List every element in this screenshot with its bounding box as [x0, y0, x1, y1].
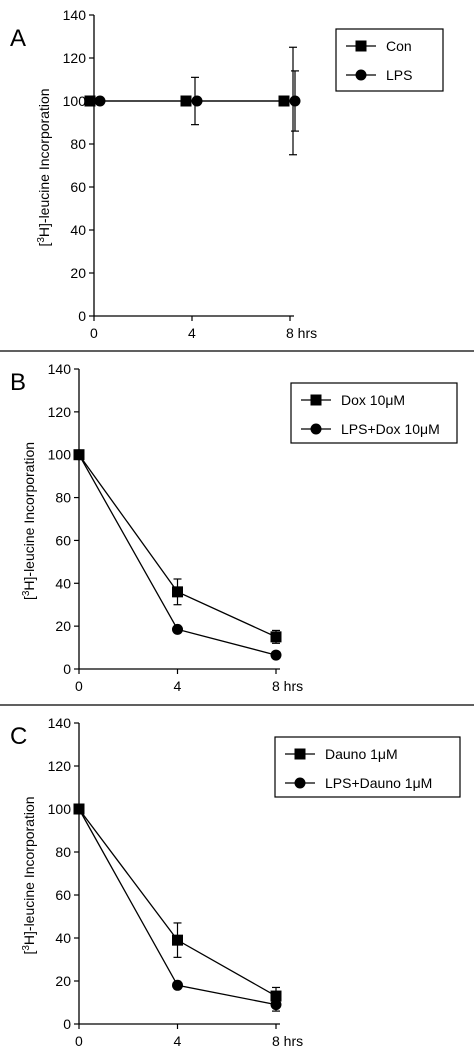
y-axis-label-text: H]-leucine Incorporation	[36, 88, 52, 237]
panel-letter: A	[10, 25, 26, 52]
y-tick-label: 60	[70, 179, 86, 195]
y-tick-label: 140	[48, 715, 72, 731]
y-axis-label-text: H]-leucine Incorporation	[21, 796, 37, 945]
y-axis-label: [3H]-leucine Incorporation	[21, 796, 37, 954]
data-point	[270, 649, 282, 661]
data-point	[73, 803, 85, 815]
data-point	[270, 999, 282, 1011]
x-tick-label: 8 hrs	[286, 325, 317, 341]
y-axis-label-superscript: 3	[21, 945, 32, 951]
y-axis-label-superscript: 3	[21, 590, 32, 596]
y-tick-label: 20	[55, 973, 71, 989]
data-point	[172, 586, 183, 598]
x-tick-label: 0	[90, 325, 98, 341]
x-tick-label: 4	[174, 678, 182, 694]
panel-letter: B	[10, 369, 26, 396]
series-circle	[94, 70, 301, 132]
series-square	[73, 449, 282, 644]
y-tick-label: 80	[55, 844, 71, 860]
y-tick-label: 80	[55, 490, 71, 506]
series-square	[73, 803, 282, 1006]
panel-letter: C	[10, 723, 27, 750]
legend: Dox 10μM LPS+Dox 10μM	[290, 382, 458, 444]
series-line	[78, 808, 277, 1006]
y-tick-label: 20	[55, 618, 71, 634]
series-circle	[73, 803, 282, 1012]
legend-marker	[355, 40, 367, 52]
series-line	[78, 808, 277, 997]
y-tick-label: 20	[70, 265, 86, 281]
y-tick-label: 120	[63, 50, 87, 66]
y-axis-label-text: H]-leucine Incorporation	[21, 442, 37, 591]
x-tick-label: 0	[75, 1033, 83, 1049]
x-tick-label: 0	[75, 678, 83, 694]
legend-label: LPS	[386, 67, 412, 83]
y-tick-label: 140	[48, 361, 72, 377]
y-tick-label: 40	[55, 930, 71, 946]
legend: Con LPS	[335, 28, 444, 92]
legend-marker	[294, 777, 306, 789]
x-tick-label: 8 hrs	[272, 678, 303, 694]
x-tick-label: 4	[174, 1033, 182, 1049]
legend-marker	[355, 69, 367, 81]
y-tick-label: 100	[48, 801, 72, 817]
data-point	[289, 95, 301, 107]
legend-marker	[310, 394, 322, 406]
y-axis-label: [3H]-leucine Incorporation	[36, 88, 52, 246]
data-point	[270, 631, 282, 643]
data-point	[73, 449, 85, 461]
data-point	[84, 95, 96, 107]
legend-label: Dauno 1μM	[325, 746, 398, 762]
x-tick-label: 4	[188, 325, 196, 341]
legend-marker	[294, 748, 306, 760]
data-point	[94, 95, 106, 107]
y-tick-label: 0	[63, 661, 71, 677]
legend-label: Con	[386, 38, 412, 54]
legend-label: Dox 10μM	[341, 392, 405, 408]
y-tick-label: 100	[48, 447, 72, 463]
y-axis-label-superscript: 3	[36, 237, 47, 243]
y-axis-label-prefix: [	[36, 243, 52, 247]
legend-box	[335, 28, 444, 92]
chart-panel-b: B 0 20 40 60 80 100 120 140 0 4 8 hrs [3H]-leucine I…	[10, 361, 458, 694]
y-tick-label: 60	[55, 887, 71, 903]
chart-panel-c: C 0 20 40 60 80 100 120 140 0 4 8 hrs [3H]-leucine I…	[10, 715, 461, 1049]
y-tick-label: 120	[48, 404, 72, 420]
data-point	[270, 990, 282, 1002]
legend: Dauno 1μM LPS+Dauno 1μM	[274, 736, 461, 798]
y-tick-label: 0	[78, 308, 86, 324]
data-point	[172, 623, 183, 635]
legend-label: LPS+Dauno 1μM	[325, 775, 432, 791]
data-point	[191, 95, 203, 107]
y-tick-label: 0	[63, 1016, 71, 1032]
y-axis-label-prefix: [	[21, 596, 37, 600]
y-tick-label: 140	[63, 7, 87, 23]
y-axis-label: [3H]-leucine Incorporation	[21, 442, 37, 600]
y-tick-label: 40	[70, 222, 86, 238]
y-tick-label: 60	[55, 532, 71, 548]
data-point	[172, 934, 183, 946]
data-point	[172, 979, 183, 991]
y-tick-label: 100	[63, 93, 87, 109]
legend-box	[274, 736, 461, 798]
series-circle	[73, 449, 282, 661]
legend-label: LPS+Dox 10μM	[341, 421, 440, 437]
series-line	[78, 454, 277, 638]
y-axis-label-prefix: [	[21, 951, 37, 955]
legend-marker	[310, 423, 322, 435]
y-tick-label: 40	[55, 575, 71, 591]
x-tick-label: 8 hrs	[272, 1033, 303, 1049]
chart-panel-a: A 0 20 40 60 80 100 120 140 0 4 8 hrs [3H]-leucine I…	[10, 7, 444, 341]
y-tick-label: 120	[48, 758, 72, 774]
y-tick-label: 80	[70, 136, 86, 152]
